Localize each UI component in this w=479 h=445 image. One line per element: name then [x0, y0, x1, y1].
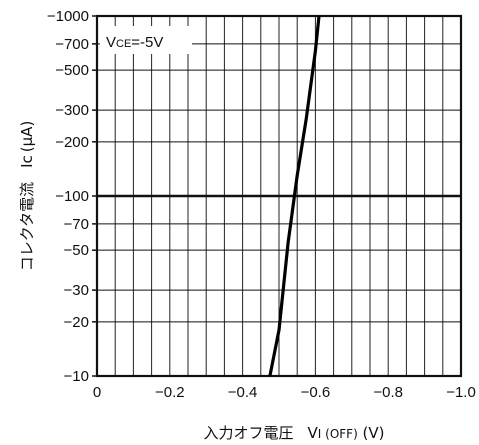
x-tick-label: −0.8 [373, 384, 403, 401]
tick-labels: −10 −20 −30 −50 −70 −100 −200 −300 −500 −700 −1000… [47, 8, 476, 401]
x-tick-label: −0.4 [228, 384, 258, 401]
grid [96, 15, 462, 377]
data-line [268, 15, 321, 377]
y-tick-label: −300 [55, 102, 89, 119]
y-tick-label: −30 [64, 282, 89, 299]
y-tick-label: −100 [55, 188, 89, 205]
annotation-background [100, 26, 192, 54]
y-tick-label: −70 [64, 216, 89, 233]
x-tick-label: −1.0 [446, 384, 476, 401]
vce-annotation: VCE=-5V [106, 34, 163, 51]
x-tick-label: 0 [93, 384, 101, 401]
y-tick-label: −500 [55, 62, 89, 79]
y-tick-label: −20 [64, 314, 89, 331]
y-tick-label: −10 [64, 368, 89, 385]
y-tick-label: −1000 [47, 8, 89, 25]
series [268, 15, 321, 377]
y-tick-label: −200 [55, 134, 89, 151]
y-tick-label: −50 [64, 242, 89, 259]
y-tick-label: −700 [55, 36, 89, 53]
y-axis-title: コレクタ電流Ic(μA) [18, 121, 36, 272]
x-tick-label: −0.2 [155, 384, 185, 401]
axes [92, 14, 463, 378]
x-tick-label: −0.6 [301, 384, 331, 401]
x-axis-title: 入力オフ電圧 VI (OFF) (V) [204, 424, 385, 442]
